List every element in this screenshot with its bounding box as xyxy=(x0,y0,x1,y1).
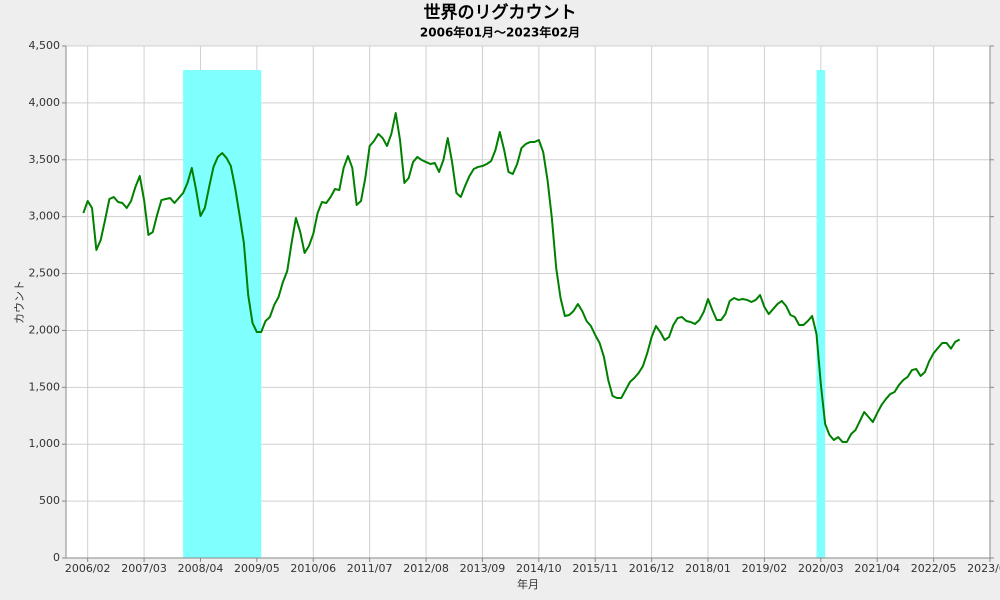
chart-subtitle: 2006年01月～2023年02月 xyxy=(420,25,580,40)
shaded-period xyxy=(816,70,826,558)
x-tick-label: 2016/12 xyxy=(629,562,675,575)
shaded-period xyxy=(183,70,262,558)
x-tick-label: 2021/04 xyxy=(854,562,900,575)
marks xyxy=(82,70,961,558)
x-tick-label: 2020/03 xyxy=(798,562,844,575)
y-tick-label: 4,500 xyxy=(29,39,61,52)
x-tick-label: 2023/06 xyxy=(967,562,1000,575)
x-tick-label: 2018/01 xyxy=(685,562,731,575)
line-series xyxy=(82,112,961,443)
chart-title: 世界のリグカウント xyxy=(424,2,577,23)
x-tick-label: 2010/06 xyxy=(290,562,336,575)
y-tick-label: 2,500 xyxy=(29,267,61,280)
y-tick-label: 3,500 xyxy=(29,153,61,166)
y-tick-label: 1,000 xyxy=(29,437,61,450)
x-tick-label: 2009/05 xyxy=(234,562,280,575)
x-tick-label: 2019/02 xyxy=(742,562,788,575)
axes: 0 500 1,000 1,500 2,000 2,500 3,000 3,500 4,000 4… xyxy=(29,39,1000,575)
y-axis-label: カウント xyxy=(13,280,26,324)
y-tick-label: 2,000 xyxy=(29,323,61,336)
y-tick-label: 1,500 xyxy=(29,380,61,393)
x-tick-label: 2013/09 xyxy=(460,562,506,575)
x-tick-label: 2007/03 xyxy=(121,562,167,575)
x-tick-label: 2014/10 xyxy=(516,562,562,575)
x-tick-label: 2015/11 xyxy=(572,562,618,575)
x-tick-label: 2006/02 xyxy=(65,562,111,575)
y-tick-label: 500 xyxy=(39,494,60,507)
y-tick-label: 3,000 xyxy=(29,210,61,223)
x-axis-label: 年月 xyxy=(517,577,539,591)
y-tick-label: 0 xyxy=(53,551,60,564)
x-tick-label: 2008/04 xyxy=(178,562,224,575)
x-tick-label: 2012/08 xyxy=(403,562,449,575)
x-tick-label: 2011/07 xyxy=(347,562,393,575)
x-tick-label: 2022/05 xyxy=(911,562,957,575)
y-tick-label: 4,000 xyxy=(29,96,61,109)
